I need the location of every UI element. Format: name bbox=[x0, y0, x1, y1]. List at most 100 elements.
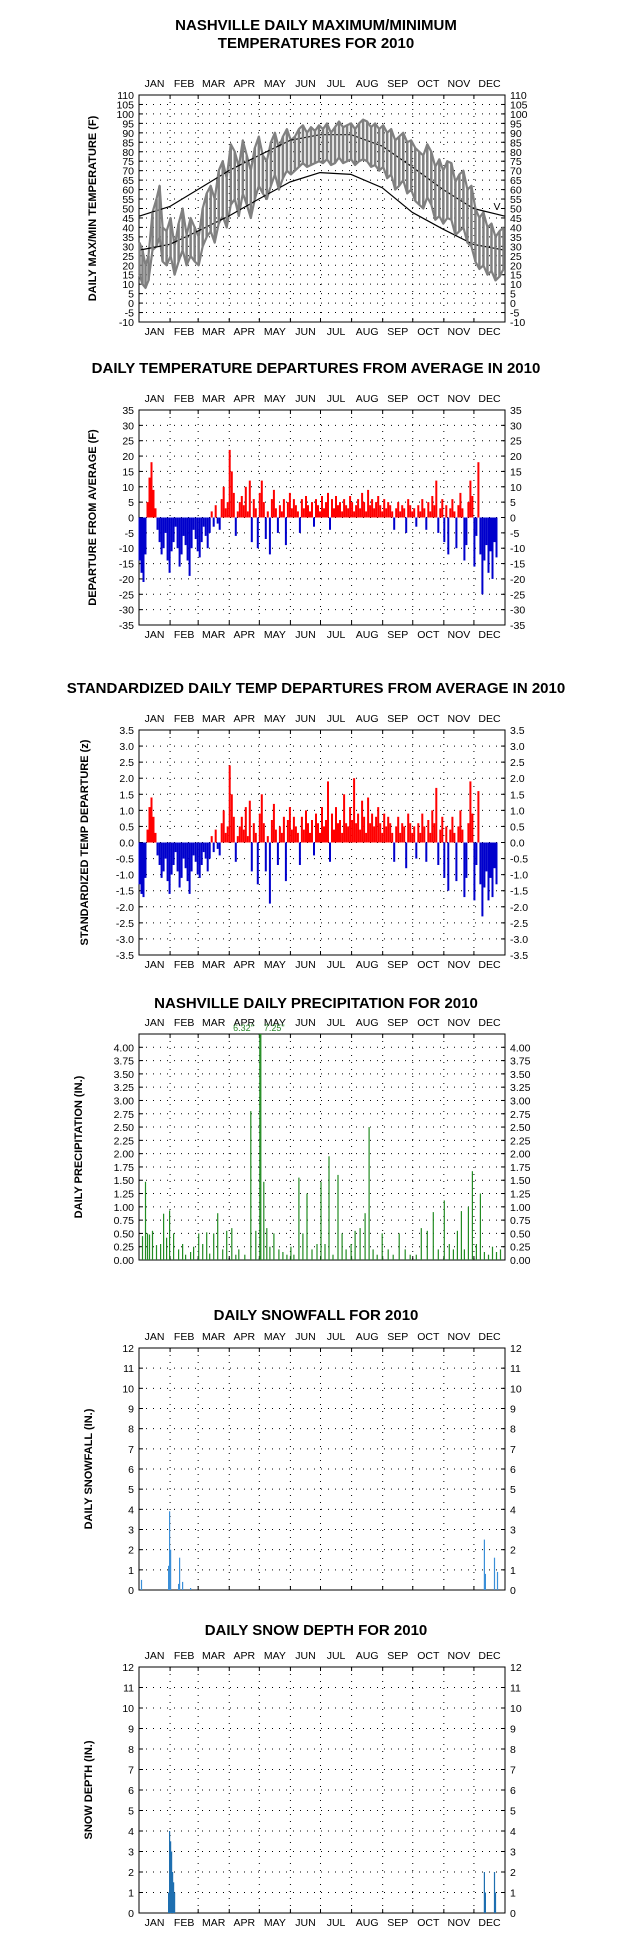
bar bbox=[439, 829, 442, 843]
bar bbox=[172, 1872, 174, 1913]
y-tick-label-right: 1.50 bbox=[510, 1175, 531, 1187]
y-tick-label-left: 10 bbox=[122, 482, 134, 494]
bar bbox=[341, 832, 344, 843]
bar bbox=[364, 1213, 366, 1260]
y-tick-label-left: 25 bbox=[122, 436, 134, 448]
bar bbox=[140, 517, 143, 573]
bar bbox=[451, 499, 454, 518]
month-label-top: APR bbox=[233, 1650, 255, 1662]
bar bbox=[477, 462, 480, 518]
bar bbox=[171, 1851, 173, 1913]
bar bbox=[337, 505, 339, 518]
y-tick-label-right: 90 bbox=[510, 128, 522, 140]
bar bbox=[182, 1244, 184, 1260]
bar bbox=[309, 832, 311, 843]
bar bbox=[288, 492, 291, 518]
bar bbox=[168, 1565, 170, 1590]
month-label-top: APR bbox=[233, 78, 255, 90]
y-tick-label-left: 7 bbox=[128, 1444, 134, 1456]
bar bbox=[168, 1892, 170, 1913]
bar bbox=[329, 517, 331, 530]
bar bbox=[411, 832, 414, 843]
bar bbox=[489, 842, 492, 878]
offscale-label: 7.25" bbox=[264, 1023, 285, 1033]
bar bbox=[150, 797, 153, 843]
bar bbox=[168, 517, 171, 573]
y-tick-label-left: -5 bbox=[125, 308, 134, 320]
bar bbox=[447, 517, 450, 555]
bar bbox=[337, 1174, 339, 1260]
bar bbox=[347, 508, 350, 518]
bar bbox=[286, 820, 289, 843]
month-label-top: AUG bbox=[356, 1017, 379, 1029]
month-label-bottom: NOV bbox=[447, 326, 470, 338]
month-label-top: APR bbox=[233, 1017, 255, 1029]
y-tick-label-left: 6 bbox=[128, 1785, 134, 1797]
y-tick-label-right: 0.00 bbox=[510, 1255, 531, 1267]
bar bbox=[173, 1882, 175, 1914]
std-departures-panel: STANDARDIZED DAILY TEMP DEPARTURES FROM … bbox=[0, 665, 632, 980]
bar bbox=[383, 499, 386, 518]
y-tick-label-left: -5 bbox=[125, 528, 134, 540]
y-tick-label-left: 2.0 bbox=[119, 773, 134, 785]
y-tick-label-left: 5 bbox=[128, 1806, 134, 1818]
plot-frame bbox=[138, 1033, 506, 1261]
month-label-bottom: NOV bbox=[447, 629, 470, 641]
bar bbox=[495, 1252, 498, 1260]
bar bbox=[333, 829, 335, 843]
bar bbox=[152, 816, 155, 843]
y-tick-label-left: 7 bbox=[128, 1765, 134, 1777]
bar bbox=[311, 820, 313, 843]
y-tick-label-left: 50 bbox=[122, 204, 134, 216]
month-label-top: JUN bbox=[295, 1017, 315, 1029]
bar bbox=[228, 765, 231, 843]
bar bbox=[224, 832, 227, 843]
y-tick-label-left: 4 bbox=[128, 1826, 134, 1838]
bar bbox=[212, 517, 215, 527]
bar bbox=[179, 1557, 181, 1590]
month-label-top: OCT bbox=[417, 1650, 440, 1662]
month-label-bottom: APR bbox=[233, 629, 255, 641]
bar bbox=[401, 505, 404, 518]
y-tick-label-left: 3 bbox=[128, 1525, 134, 1537]
bar bbox=[313, 517, 315, 527]
bar bbox=[332, 1254, 334, 1260]
bar bbox=[174, 842, 177, 853]
y-tick-label-right: 2.00 bbox=[510, 1149, 531, 1161]
month-label-bottom: SEP bbox=[387, 326, 408, 338]
bar bbox=[404, 1249, 406, 1260]
bar bbox=[290, 829, 293, 843]
y-tick-label-left: 35 bbox=[122, 232, 134, 244]
bar bbox=[313, 842, 315, 856]
bar bbox=[240, 816, 243, 843]
bar bbox=[174, 1892, 176, 1913]
bar bbox=[365, 832, 368, 843]
month-label-top: MAY bbox=[264, 1650, 286, 1662]
y-tick-label-left: 5 bbox=[128, 289, 134, 301]
chart-title: NASHVILLE DAILY MAXIMUM/MINIMUM bbox=[175, 17, 457, 34]
y-tick-label-right: 8 bbox=[510, 1744, 516, 1756]
bar bbox=[186, 517, 189, 561]
month-label-top: JAN bbox=[145, 713, 165, 725]
y-tick-label-left: 12 bbox=[122, 1662, 134, 1674]
bar bbox=[483, 842, 486, 888]
bar bbox=[357, 813, 360, 843]
bar bbox=[429, 832, 432, 843]
bar bbox=[477, 791, 480, 843]
bar bbox=[341, 511, 344, 518]
month-label-bottom: DEC bbox=[478, 1917, 501, 1929]
grid bbox=[139, 1034, 505, 1261]
bar bbox=[350, 1244, 352, 1260]
month-label-bottom: APR bbox=[233, 959, 255, 971]
y-tick-label-left: 1 bbox=[128, 1565, 134, 1577]
bar bbox=[339, 502, 341, 518]
bar bbox=[138, 517, 141, 561]
month-label-top: NOV bbox=[447, 713, 470, 725]
month-label-bottom: JUN bbox=[295, 326, 315, 338]
bar bbox=[240, 496, 243, 518]
bar bbox=[479, 842, 482, 885]
bar bbox=[252, 499, 255, 518]
bar bbox=[234, 842, 237, 862]
bar bbox=[164, 842, 167, 859]
bar bbox=[316, 1244, 318, 1260]
